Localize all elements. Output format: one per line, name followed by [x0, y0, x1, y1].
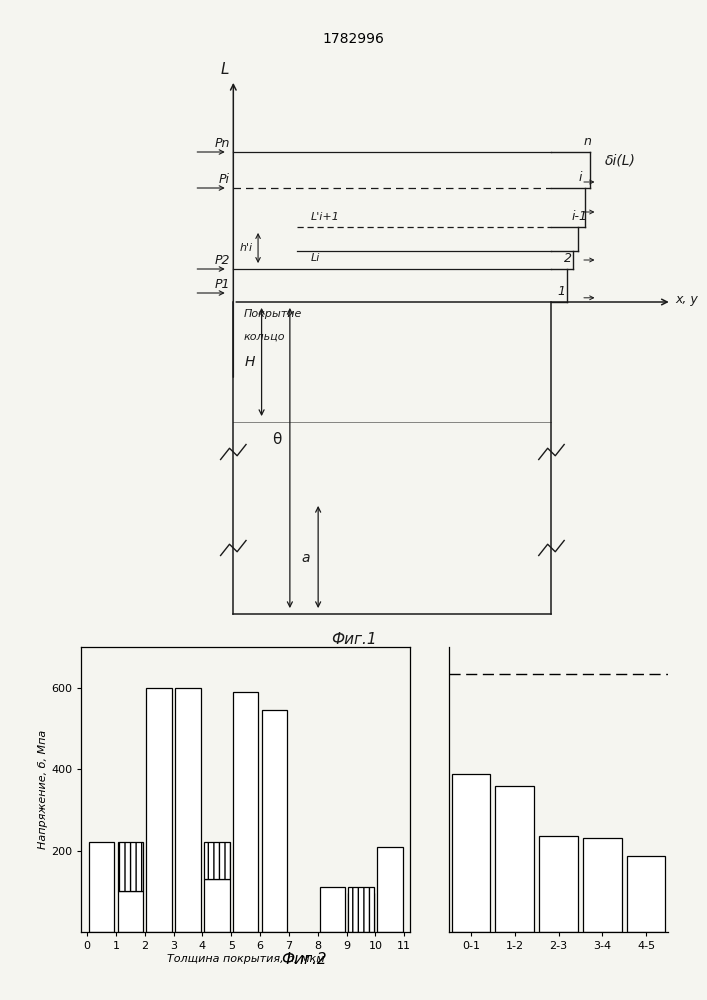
Text: P2: P2: [214, 254, 230, 267]
Text: Фиг.2: Фиг.2: [281, 952, 327, 967]
Bar: [117, 842, 143, 891]
Y-axis label: Напряжение, б, Мпа: Напряжение, б, Мпа: [38, 730, 48, 849]
Bar: [452, 774, 490, 932]
Text: i: i: [578, 171, 582, 184]
Bar: [117, 891, 143, 932]
Bar: [89, 842, 115, 932]
Bar: [539, 836, 578, 932]
Text: 2: 2: [564, 252, 572, 265]
Bar: [320, 887, 345, 932]
Bar: [146, 688, 172, 932]
Text: 1782996: 1782996: [322, 32, 385, 46]
Text: n: n: [583, 135, 591, 148]
Bar: [627, 856, 665, 932]
Bar: [583, 838, 621, 932]
Text: a: a: [301, 552, 310, 566]
Bar: [378, 846, 402, 932]
Bar: [262, 710, 287, 932]
Text: δi(L): δi(L): [604, 154, 636, 168]
Text: кольцо: кольцо: [244, 332, 286, 342]
Text: h'i: h'i: [239, 243, 252, 253]
Bar: [204, 879, 230, 932]
Text: θ: θ: [272, 432, 281, 448]
Text: H: H: [244, 355, 255, 369]
Bar: [233, 692, 258, 932]
Bar: [496, 786, 534, 932]
Text: Pi: Pi: [218, 173, 230, 186]
Text: x, y: x, y: [675, 292, 698, 306]
Text: Покрытие: Покрытие: [244, 309, 303, 319]
Text: L: L: [221, 62, 229, 77]
Text: Li: Li: [311, 253, 320, 263]
Bar: [349, 887, 374, 932]
Text: L'i+1: L'i+1: [311, 212, 340, 222]
Text: Pn: Pn: [214, 137, 230, 150]
X-axis label: Толщина покрытия, h, мкм: Толщина покрытия, h, мкм: [167, 954, 325, 964]
Bar: [349, 893, 374, 932]
Bar: [175, 688, 201, 932]
Text: i-1: i-1: [571, 210, 588, 223]
Text: Фиг.1: Фиг.1: [331, 632, 376, 647]
Text: 1: 1: [557, 285, 565, 298]
Text: P1: P1: [214, 278, 230, 291]
Bar: [204, 842, 230, 879]
